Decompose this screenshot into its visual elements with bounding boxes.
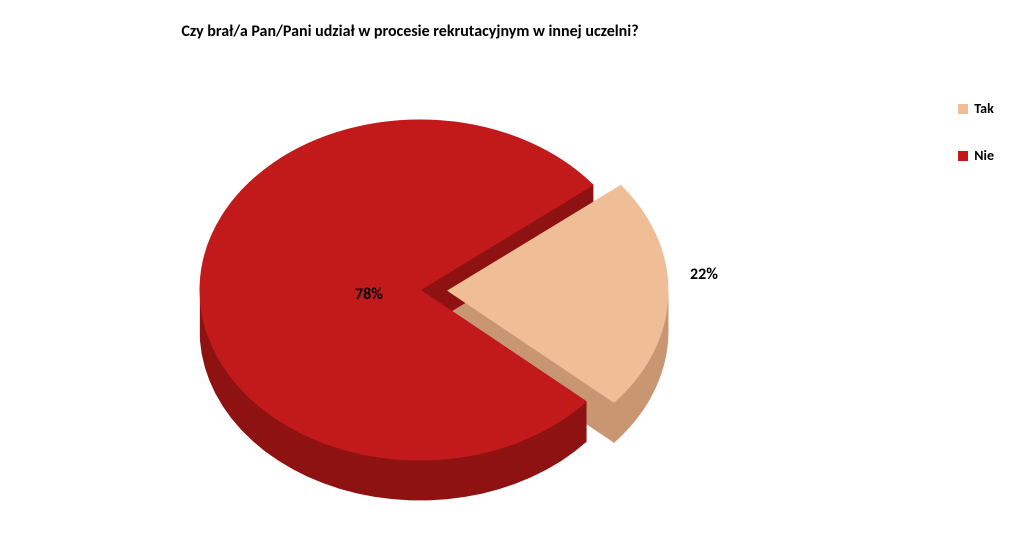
pie-svg — [150, 90, 770, 530]
legend-label-nie: Nie — [974, 147, 994, 164]
pie-chart: 22% 78% — [150, 90, 700, 510]
slice-label-nie: 78% — [355, 285, 383, 304]
legend-swatch-nie — [958, 151, 968, 161]
legend-item-nie: Nie — [958, 147, 994, 164]
legend-item-tak: Tak — [958, 100, 994, 117]
slice-label-tak: 22% — [690, 265, 718, 284]
chart-container: Czy brał/a Pan/Pani udział w procesie re… — [0, 0, 1024, 546]
legend-swatch-tak — [958, 104, 968, 114]
legend-label-tak: Tak — [974, 100, 994, 117]
chart-title: Czy brał/a Pan/Pani udział w procesie re… — [0, 22, 820, 41]
legend: Tak Nie — [958, 100, 994, 194]
